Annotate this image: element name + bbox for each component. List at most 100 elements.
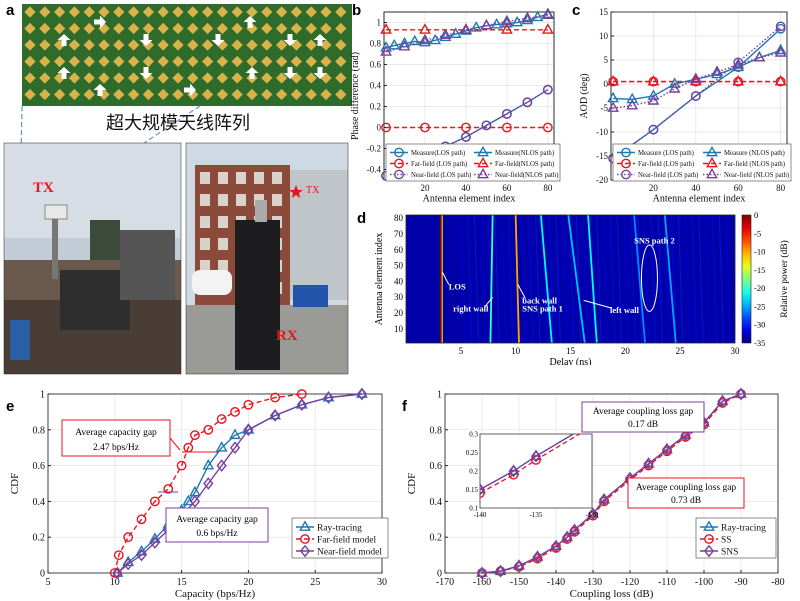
data-point [270, 392, 281, 403]
data-point [680, 428, 691, 442]
annotation-value: 2.47 bps/Hz [93, 443, 139, 453]
y-tick-label: 70 [394, 229, 404, 239]
x-tick-label: -160 [473, 577, 491, 588]
inset-y-tick-label: 0.3 [469, 431, 478, 439]
y-tick-label: 0.6 [33, 461, 46, 472]
inset-data-point [480, 483, 486, 496]
data-point [136, 514, 147, 525]
data-point [229, 428, 241, 440]
y-tick-label: 0 [40, 569, 45, 580]
data-point [112, 566, 123, 580]
legend-label: Ray-tracing [317, 523, 362, 533]
x-tick-label: -170 [436, 577, 454, 588]
data-point [216, 414, 227, 424]
building-window [218, 238, 228, 250]
data-point [532, 550, 543, 564]
legend-label: Measure (LOS path) [638, 150, 694, 157]
heatmap-annotation: LOS [449, 281, 466, 291]
data-point [215, 441, 228, 452]
data-point [711, 65, 723, 76]
data-point [203, 477, 214, 490]
heatmap-streak [535, 215, 541, 343]
x-tick-label: 30 [377, 577, 387, 588]
inset-data-point [508, 464, 519, 478]
x-tick-label: 80 [543, 183, 553, 193]
data-point [203, 424, 214, 435]
annotation-value: 0.6 bps/Hz [196, 529, 237, 539]
y-tick-label: 20 [394, 308, 404, 318]
x-tick-label: -150 [510, 577, 528, 588]
arrow-icon [94, 15, 106, 29]
y-tick-label: 0.4 [370, 81, 382, 91]
antenna-element [305, 39, 317, 51]
antenna-element [39, 39, 51, 51]
series-line [117, 393, 363, 574]
antenna-element [39, 22, 51, 35]
data-point [732, 74, 745, 86]
y-tick-label: -15 [596, 151, 608, 161]
heatmap-annotation: SNS path 1 [522, 303, 563, 313]
inset-series [480, 434, 575, 496]
data-point [202, 458, 215, 470]
colorbar-tick-label: -15 [754, 265, 765, 275]
tx-photo [4, 143, 181, 374]
data-point [626, 92, 639, 104]
data-point [541, 23, 554, 34]
antenna-element [53, 55, 66, 68]
rx-photo [186, 143, 348, 374]
annotation-pointer [169, 437, 181, 451]
legend-marker [706, 156, 718, 168]
data-point [113, 550, 124, 561]
data-point [689, 72, 702, 84]
arrow-icon [245, 67, 259, 79]
antenna-element [187, 39, 199, 51]
data-point [562, 530, 573, 544]
y-tick-label: 0.6 [370, 60, 382, 70]
building-window [200, 172, 210, 184]
series-near-field-model [112, 387, 368, 580]
data-point [216, 459, 227, 472]
legend-entry: Far-field (NLOS path) [703, 156, 785, 168]
legend-entry: Far-field (LOS path) [390, 158, 467, 169]
data-point [598, 492, 610, 504]
data-point [380, 45, 392, 56]
data-point [296, 398, 307, 412]
rx-label: RX [276, 328, 298, 344]
antenna-element [24, 22, 36, 35]
legend-marker [703, 520, 715, 531]
building-window [200, 194, 210, 206]
x-tick-label: 25 [310, 577, 320, 588]
arrow-icon [57, 67, 71, 79]
data-point [476, 566, 488, 577]
data-point [542, 122, 553, 133]
y-tick-label: -0.4 [367, 165, 382, 175]
building-window [218, 260, 228, 272]
heatmap-streak [664, 215, 670, 343]
data-point [461, 122, 471, 133]
data-point [243, 399, 254, 410]
data-point [476, 566, 488, 580]
heatmap-streak [630, 215, 636, 343]
heatmap-streak [643, 215, 650, 343]
annotation-value: 0.73 dB [671, 496, 701, 506]
antenna-element [98, 39, 110, 51]
heatmap-streak [677, 215, 684, 343]
y-tick-label: -10 [596, 127, 608, 137]
antenna-element [320, 39, 332, 51]
legend-marker [477, 145, 489, 157]
sns-path-2-ellipse [640, 244, 658, 312]
heatmap-path [489, 215, 494, 343]
panel-a-letter: a [6, 2, 15, 19]
antenna-element [53, 88, 66, 101]
data-point [176, 460, 187, 471]
heatmap-path [633, 215, 646, 343]
data-point [648, 124, 659, 135]
data-point [182, 494, 195, 506]
arrow-icon [243, 16, 257, 28]
legend-label: Far-field model [317, 534, 377, 545]
heatmap-streak [480, 215, 487, 343]
data-point [419, 33, 431, 45]
series-line [481, 393, 742, 574]
x-axis-label: Antenna element index [653, 194, 746, 205]
chart-f-coupling-loss-cdf: -170 -160 -150 -140 -130 -120 -110 -100 -90 -80 0 0… [406, 387, 785, 600]
